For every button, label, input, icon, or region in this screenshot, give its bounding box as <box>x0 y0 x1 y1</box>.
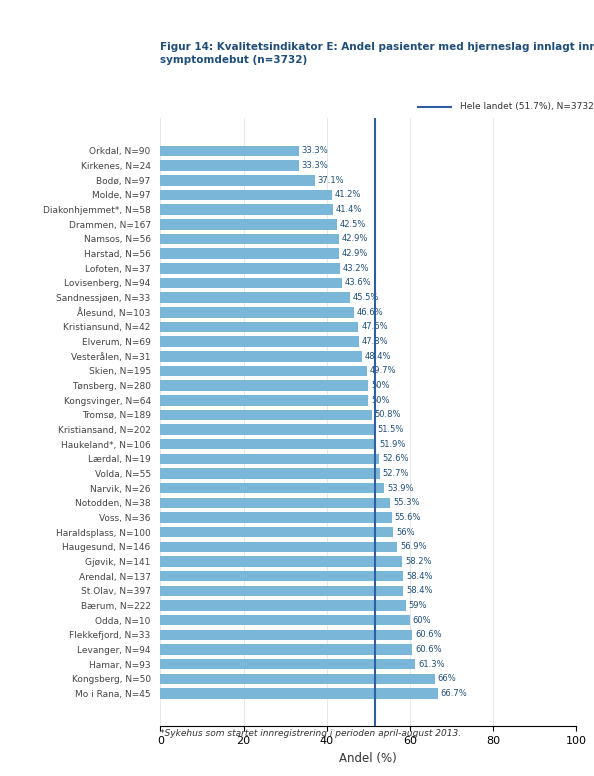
Bar <box>160 615 410 625</box>
Bar <box>160 527 393 538</box>
Text: ● ●
● ●: ● ● ● ● <box>330 19 340 29</box>
Text: 60.6%: 60.6% <box>415 630 442 639</box>
Text: 42.9%: 42.9% <box>342 249 368 258</box>
Bar <box>160 410 372 420</box>
Bar <box>160 644 412 655</box>
Text: Hele landet (51.7%), N=3732: Hele landet (51.7%), N=3732 <box>460 102 593 111</box>
Bar <box>160 571 403 581</box>
Text: 43.2%: 43.2% <box>343 264 369 272</box>
Bar <box>160 234 339 244</box>
Bar <box>160 248 339 259</box>
Bar <box>160 351 362 362</box>
Text: 59%: 59% <box>409 601 427 610</box>
Bar <box>160 586 403 596</box>
Bar <box>160 293 349 303</box>
Bar <box>160 454 379 464</box>
Bar <box>160 204 333 215</box>
Text: 45.5%: 45.5% <box>352 293 379 302</box>
Bar <box>160 556 402 566</box>
Bar <box>160 439 376 449</box>
Text: 48.4%: 48.4% <box>365 352 391 361</box>
Bar <box>160 146 299 156</box>
Text: 50.8%: 50.8% <box>374 411 401 419</box>
Text: 58.2%: 58.2% <box>405 557 432 566</box>
Bar <box>160 512 391 523</box>
Bar <box>160 336 359 347</box>
Text: 56%: 56% <box>396 528 415 537</box>
Bar <box>160 161 299 171</box>
Bar <box>160 542 397 553</box>
Text: 66%: 66% <box>438 674 456 684</box>
Bar <box>160 497 390 508</box>
Bar <box>160 189 331 200</box>
Text: 52.7%: 52.7% <box>383 469 409 478</box>
Text: 47.6%: 47.6% <box>361 322 388 331</box>
Text: 46.6%: 46.6% <box>357 308 384 317</box>
Text: 56.9%: 56.9% <box>400 542 426 552</box>
Text: 53.9%: 53.9% <box>387 483 414 493</box>
Text: 33.3%: 33.3% <box>302 161 328 170</box>
X-axis label: Andel (%): Andel (%) <box>339 752 397 764</box>
Bar <box>160 263 340 274</box>
Text: 52.6%: 52.6% <box>382 455 409 463</box>
Text: Figur 14: Kvalitetsindikator E: Andel pasienter med hjerneslag innlagt innen 4 ½: Figur 14: Kvalitetsindikator E: Andel pa… <box>160 42 594 65</box>
Text: 58.4%: 58.4% <box>406 572 432 580</box>
Bar <box>160 468 380 479</box>
Bar <box>160 600 406 611</box>
Text: 61.3%: 61.3% <box>418 660 445 669</box>
Bar <box>160 321 358 332</box>
Text: 50%: 50% <box>371 396 390 405</box>
Bar <box>160 674 435 684</box>
Text: 50%: 50% <box>371 381 390 390</box>
Bar <box>160 424 374 435</box>
Bar <box>160 380 368 391</box>
Text: NORSK
HJERNESLAGREGISTER: NORSK HJERNESLAGREGISTER <box>377 14 491 34</box>
Text: 60.6%: 60.6% <box>415 645 442 654</box>
Bar <box>160 278 342 288</box>
Text: 55.3%: 55.3% <box>393 498 420 508</box>
Text: 49.7%: 49.7% <box>370 366 396 376</box>
Text: 60%: 60% <box>413 615 431 625</box>
Text: 41.4%: 41.4% <box>336 205 362 214</box>
Text: 58.4%: 58.4% <box>406 587 432 595</box>
Bar <box>160 688 438 698</box>
Text: 47.8%: 47.8% <box>362 337 388 346</box>
Text: 55.6%: 55.6% <box>394 513 421 522</box>
Bar <box>160 175 315 185</box>
Text: 43.6%: 43.6% <box>345 279 371 287</box>
Text: 66.7%: 66.7% <box>441 689 467 698</box>
Text: *Sykehus som startet innregistrering i perioden april-august 2013.: *Sykehus som startet innregistrering i p… <box>160 729 462 737</box>
Bar <box>160 659 415 670</box>
Bar <box>160 307 354 317</box>
Text: 37.1%: 37.1% <box>318 176 344 185</box>
Bar <box>160 395 368 406</box>
Text: 51.5%: 51.5% <box>377 425 404 434</box>
Bar <box>160 219 337 230</box>
Text: 42.9%: 42.9% <box>342 234 368 244</box>
Text: 33.3%: 33.3% <box>302 147 328 155</box>
Bar <box>160 629 412 640</box>
Bar <box>160 365 367 376</box>
Text: 41.2%: 41.2% <box>334 190 361 199</box>
Text: 51.9%: 51.9% <box>379 440 406 449</box>
Text: 42.5%: 42.5% <box>340 220 366 229</box>
Bar <box>160 483 384 494</box>
